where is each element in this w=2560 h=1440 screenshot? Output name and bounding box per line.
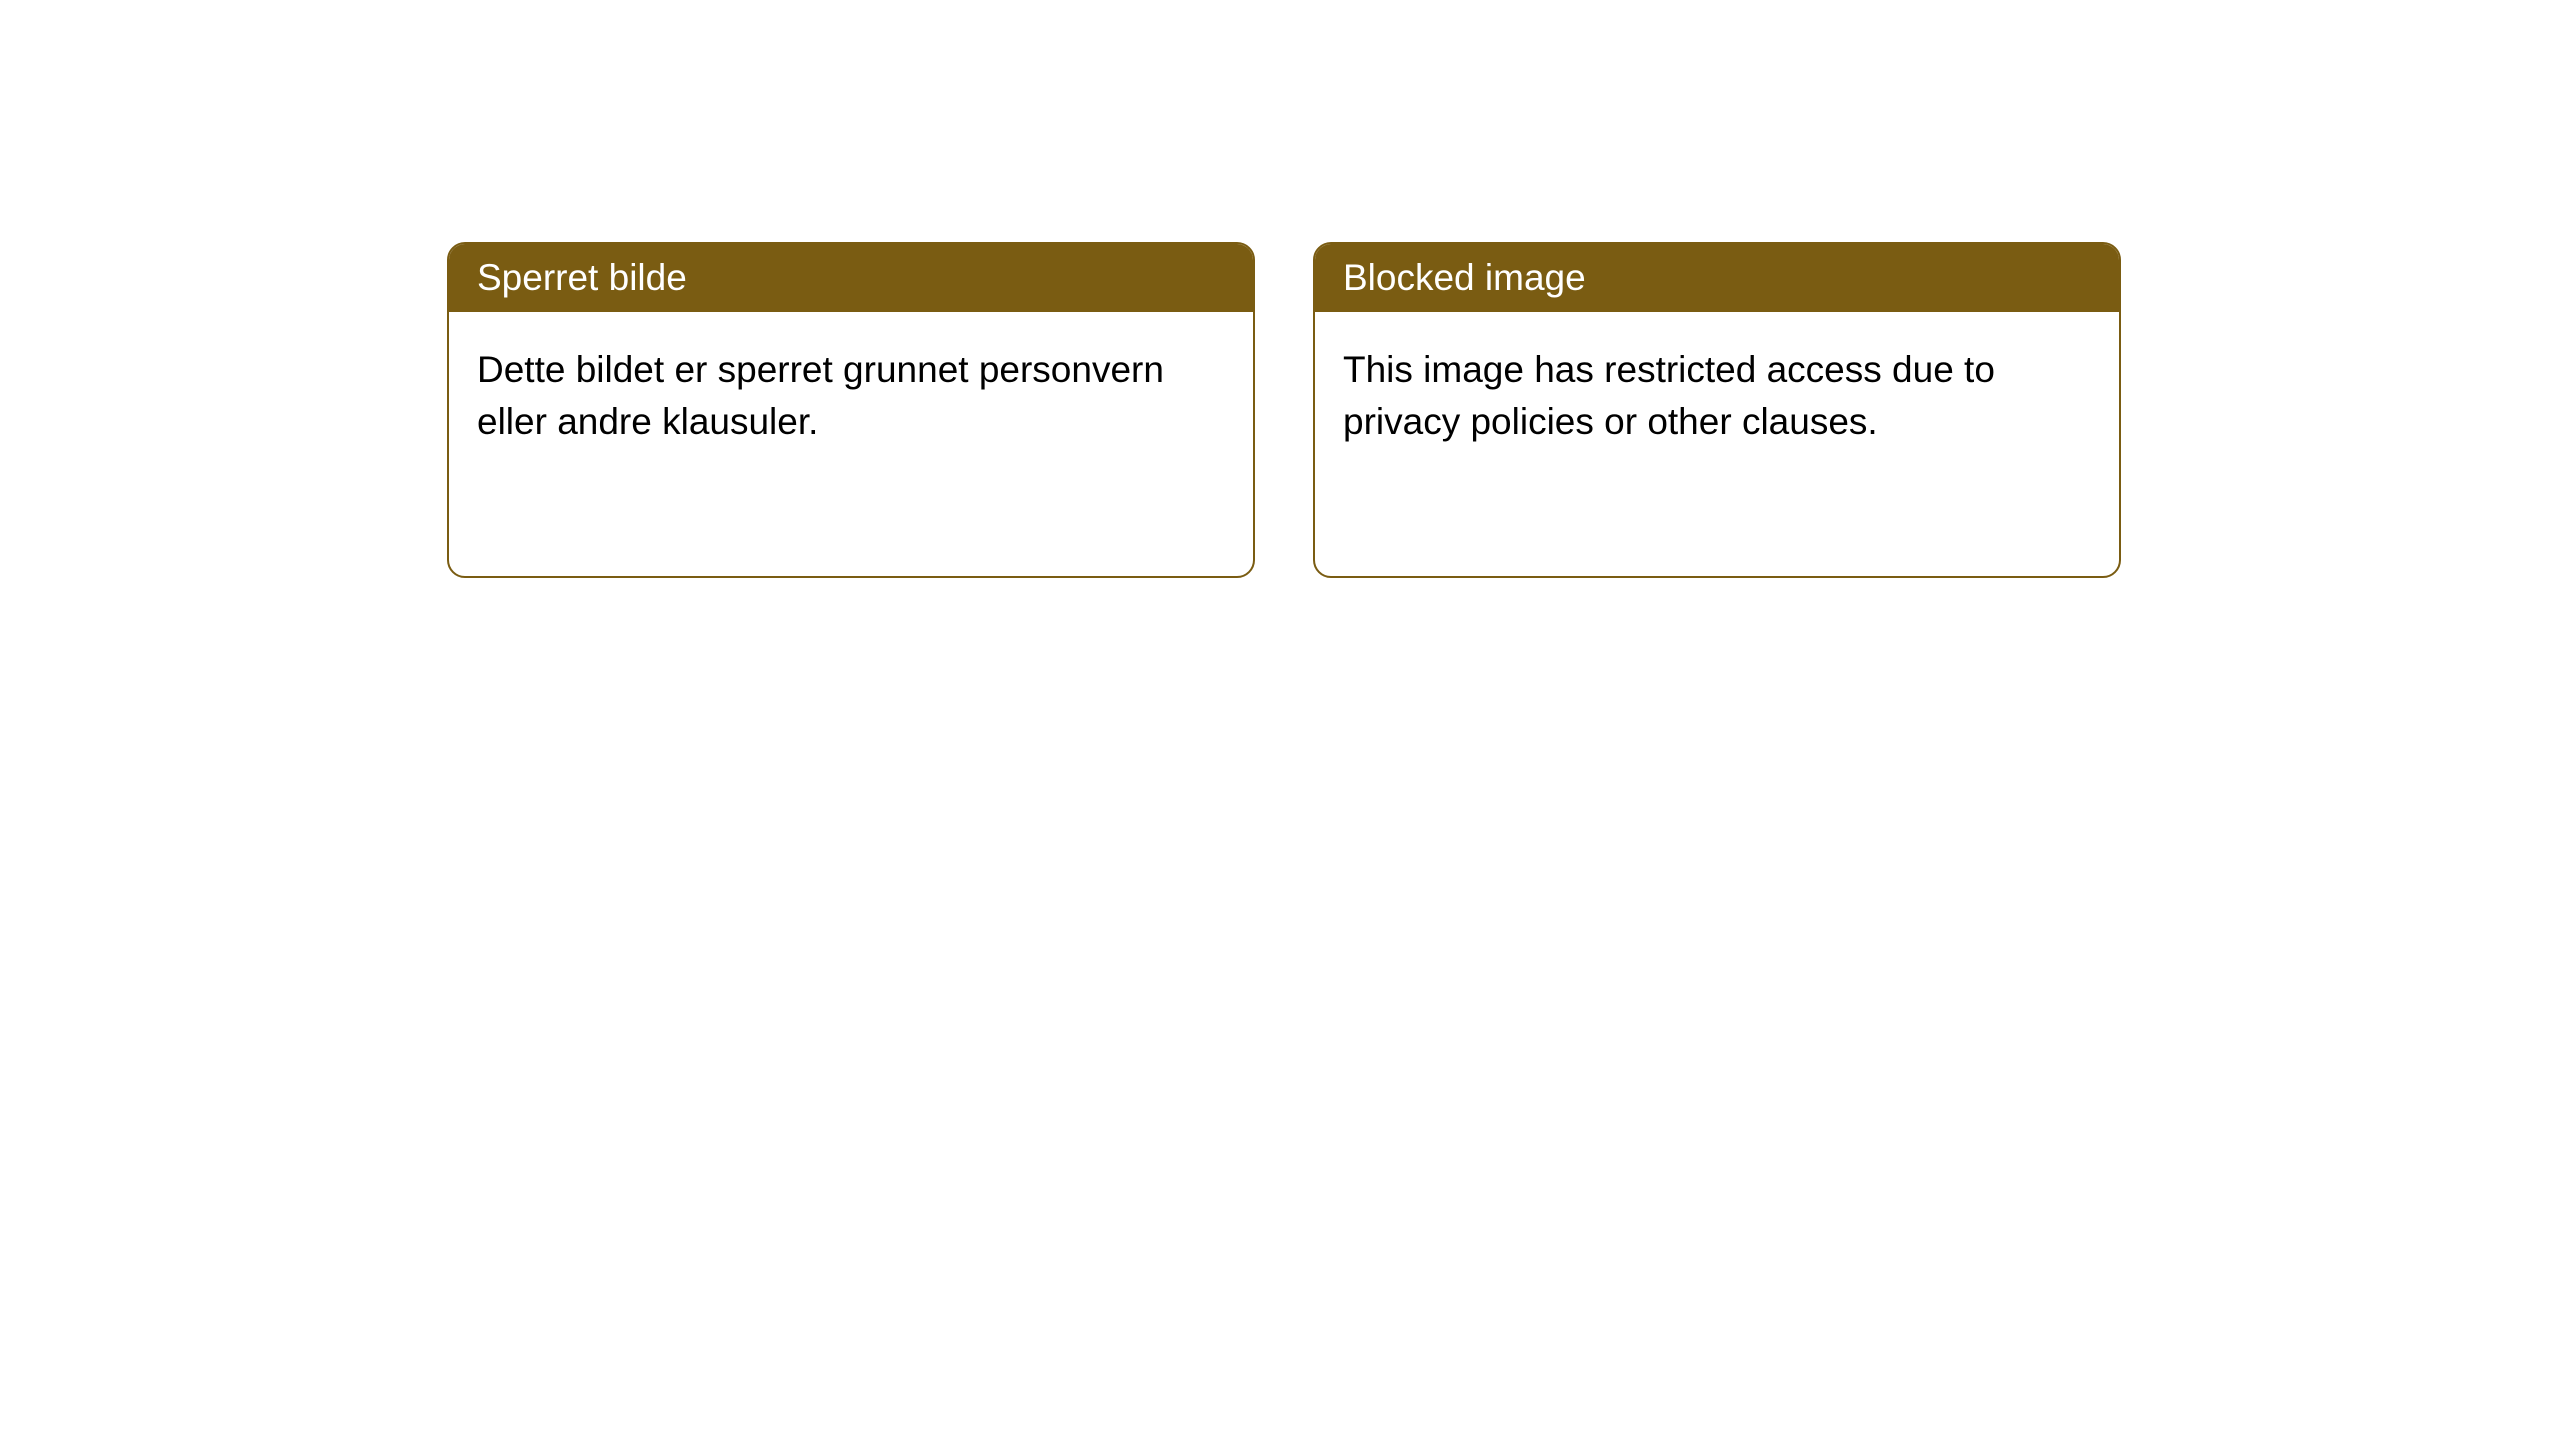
notice-card-row: Sperret bilde Dette bildet er sperret gr… <box>0 0 2560 578</box>
card-body-no: Dette bildet er sperret grunnet personve… <box>449 312 1253 576</box>
card-header-no: Sperret bilde <box>449 244 1253 312</box>
blocked-image-card-no: Sperret bilde Dette bildet er sperret gr… <box>447 242 1255 578</box>
card-header-en: Blocked image <box>1315 244 2119 312</box>
blocked-image-card-en: Blocked image This image has restricted … <box>1313 242 2121 578</box>
card-body-en: This image has restricted access due to … <box>1315 312 2119 576</box>
